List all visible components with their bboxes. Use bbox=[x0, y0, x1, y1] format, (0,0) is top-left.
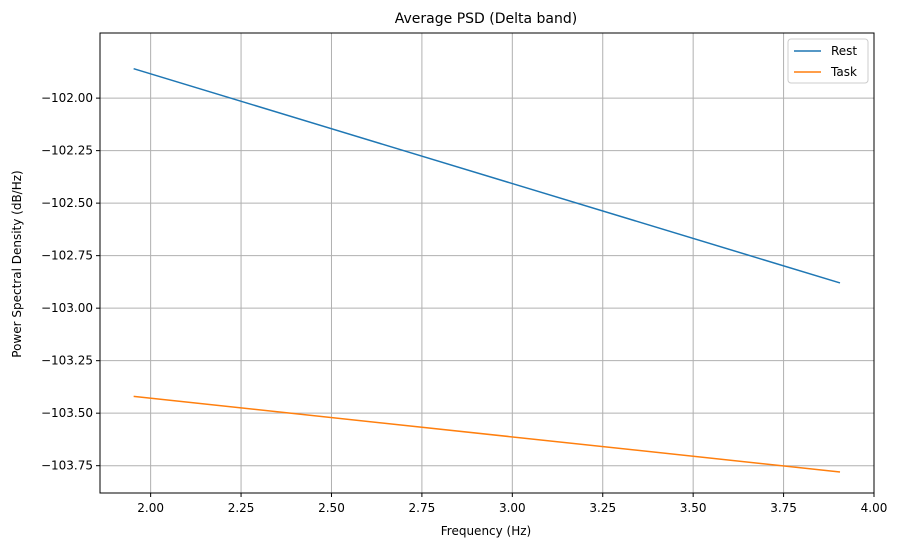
legend: Rest Task bbox=[787, 38, 869, 84]
y-tick-label: −103.25 bbox=[41, 354, 93, 368]
y-tick-label: −102.75 bbox=[41, 249, 93, 263]
x-tick-label: 2.50 bbox=[318, 501, 345, 515]
x-tick-label: 3.50 bbox=[680, 501, 707, 515]
x-tick-label: 2.25 bbox=[228, 501, 255, 515]
x-tick-label: 2.00 bbox=[137, 501, 164, 515]
y-tick-label: −102.00 bbox=[41, 91, 93, 105]
y-tick-label: −103.75 bbox=[41, 459, 93, 473]
x-tick-label: 3.00 bbox=[499, 501, 526, 515]
x-tick-label: 3.75 bbox=[770, 501, 797, 515]
series-line-task bbox=[133, 395, 841, 473]
y-tick-label: −102.50 bbox=[41, 196, 93, 210]
axis-ticks: 2.00 2.25 2.50 2.75 3.00 3.25 3.50 3.75 4.00 −102… bbox=[41, 91, 887, 515]
y-tick-label: −103.50 bbox=[41, 406, 93, 420]
series-line-rest bbox=[133, 67, 841, 284]
legend-label-rest: Rest bbox=[831, 44, 857, 58]
x-tick-label: 4.00 bbox=[861, 501, 888, 515]
x-axis-label: Frequency (Hz) bbox=[441, 524, 532, 538]
chart-title: Average PSD (Delta band) bbox=[395, 11, 577, 27]
y-tick-label: −102.25 bbox=[41, 144, 93, 158]
x-tick-label: 2.75 bbox=[409, 501, 436, 515]
legend-label-task: Task bbox=[830, 65, 857, 79]
plot-frame bbox=[99, 32, 875, 494]
series-lines bbox=[133, 67, 841, 473]
y-axis-label: Power Spectral Density (dB/Hz) bbox=[10, 170, 24, 357]
grid bbox=[100, 33, 875, 493]
y-tick-label: −103.00 bbox=[41, 301, 93, 315]
x-tick-label: 3.25 bbox=[589, 501, 616, 515]
